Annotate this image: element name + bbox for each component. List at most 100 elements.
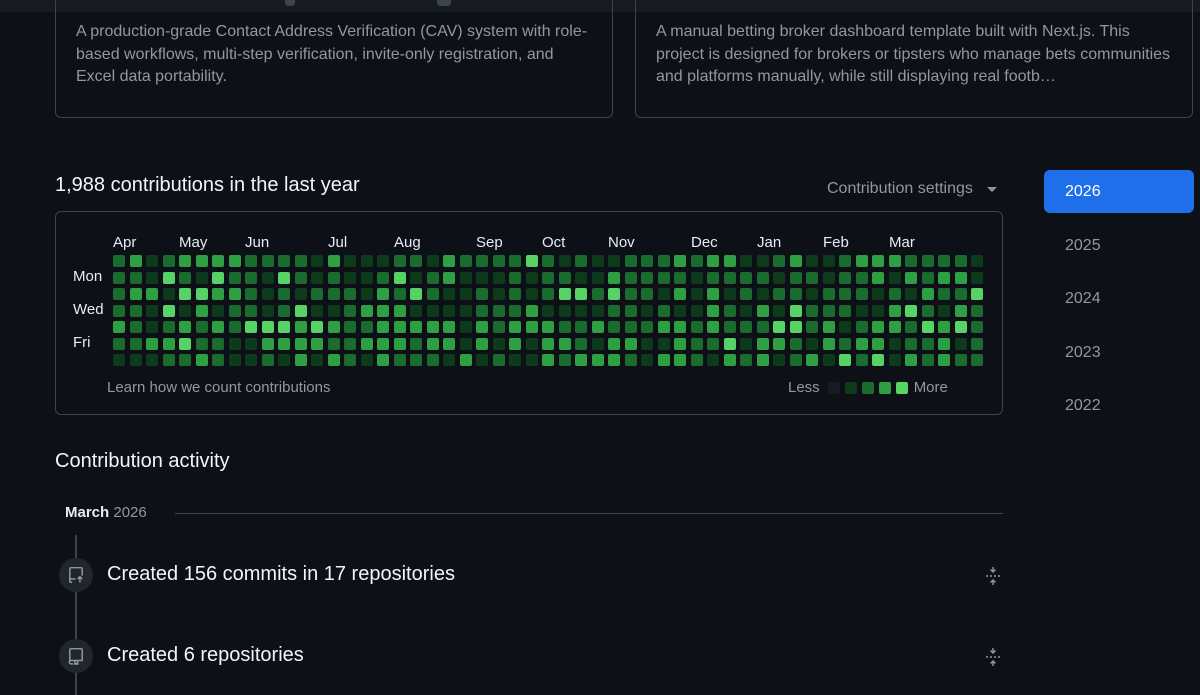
contribution-day-cell[interactable] — [525, 337, 538, 350]
contribution-day-cell[interactable] — [921, 255, 934, 267]
contribution-day-cell[interactable] — [558, 288, 571, 300]
contribution-day-cell[interactable] — [938, 288, 950, 300]
unfold-icon[interactable] — [984, 565, 1002, 587]
contribution-day-cell[interactable] — [410, 354, 422, 366]
contribution-day-cell[interactable] — [888, 288, 901, 300]
contribution-day-cell[interactable] — [789, 288, 802, 300]
contribution-day-cell[interactable] — [245, 321, 257, 333]
contribution-day-cell[interactable] — [773, 321, 785, 333]
contribution-day-cell[interactable] — [855, 304, 868, 317]
contribution-day-cell[interactable] — [410, 288, 422, 300]
contribution-day-cell[interactable] — [591, 271, 604, 284]
contribution-day-cell[interactable] — [459, 354, 472, 366]
contribution-day-cell[interactable] — [740, 354, 752, 366]
contribution-day-cell[interactable] — [921, 271, 934, 284]
contribution-day-cell[interactable] — [575, 255, 587, 267]
contribution-day-cell[interactable] — [261, 288, 274, 300]
contribution-day-cell[interactable] — [855, 288, 868, 300]
contribution-day-cell[interactable] — [938, 321, 950, 333]
contribution-day-cell[interactable] — [129, 354, 142, 366]
contribution-day-cell[interactable] — [657, 255, 670, 267]
contribution-day-cell[interactable] — [245, 255, 257, 267]
contribution-day-cell[interactable] — [971, 337, 983, 350]
contribution-day-cell[interactable] — [261, 304, 274, 317]
contribution-day-cell[interactable] — [971, 255, 983, 267]
contribution-day-cell[interactable] — [261, 337, 274, 350]
year-2024-link[interactable]: 2024 — [1065, 290, 1101, 307]
contribution-day-cell[interactable] — [360, 304, 373, 317]
contribution-day-cell[interactable] — [393, 321, 406, 333]
contribution-day-cell[interactable] — [624, 337, 637, 350]
year-2023-link[interactable]: 2023 — [1065, 343, 1101, 361]
contribution-day-cell[interactable] — [179, 354, 191, 366]
contribution-day-cell[interactable] — [509, 304, 521, 317]
contribution-day-cell[interactable] — [740, 288, 752, 300]
contribution-day-cell[interactable] — [113, 354, 125, 366]
contribution-day-cell[interactable] — [674, 255, 686, 267]
contribution-day-cell[interactable] — [426, 255, 439, 267]
contribution-day-cell[interactable] — [377, 255, 389, 267]
contribution-day-cell[interactable] — [971, 288, 983, 300]
contribution-day-cell[interactable] — [179, 288, 191, 300]
contribution-day-cell[interactable] — [261, 255, 274, 267]
contribution-day-cell[interactable] — [327, 321, 340, 333]
contribution-day-cell[interactable] — [740, 321, 752, 333]
contribution-day-cell[interactable] — [905, 255, 917, 267]
contribution-day-cell[interactable] — [558, 337, 571, 350]
contribution-day-cell[interactable] — [921, 354, 934, 366]
contribution-day-cell[interactable] — [542, 337, 554, 350]
contribution-day-cell[interactable] — [542, 288, 554, 300]
contribution-day-cell[interactable] — [806, 255, 818, 267]
contribution-day-cell[interactable] — [789, 271, 802, 284]
contribution-day-cell[interactable] — [443, 337, 455, 350]
contribution-day-cell[interactable] — [872, 354, 884, 366]
contribution-day-cell[interactable] — [492, 255, 505, 267]
contribution-day-cell[interactable] — [888, 321, 901, 333]
contribution-day-cell[interactable] — [294, 304, 307, 317]
contribution-day-cell[interactable] — [162, 255, 175, 267]
contribution-day-cell[interactable] — [888, 255, 901, 267]
contribution-day-cell[interactable] — [921, 304, 934, 317]
contribution-day-cell[interactable] — [641, 304, 653, 317]
contribution-settings-dropdown[interactable]: Contribution settings — [827, 180, 997, 198]
contribution-day-cell[interactable] — [393, 337, 406, 350]
contribution-day-cell[interactable] — [360, 255, 373, 267]
contribution-day-cell[interactable] — [113, 321, 125, 333]
contribution-day-cell[interactable] — [624, 288, 637, 300]
contribution-day-cell[interactable] — [641, 288, 653, 300]
contribution-day-cell[interactable] — [509, 321, 521, 333]
contribution-day-cell[interactable] — [294, 337, 307, 350]
contribution-day-cell[interactable] — [872, 337, 884, 350]
contribution-day-cell[interactable] — [261, 271, 274, 284]
unfold-icon[interactable] — [984, 646, 1002, 668]
contribution-day-cell[interactable] — [789, 255, 802, 267]
contribution-day-cell[interactable] — [129, 255, 142, 267]
contribution-day-cell[interactable] — [113, 255, 125, 267]
contribution-day-cell[interactable] — [311, 321, 323, 333]
contribution-day-cell[interactable] — [344, 255, 356, 267]
contribution-day-cell[interactable] — [707, 255, 719, 267]
contribution-day-cell[interactable] — [459, 255, 472, 267]
contribution-day-cell[interactable] — [393, 304, 406, 317]
contribution-day-cell[interactable] — [657, 304, 670, 317]
contribution-day-cell[interactable] — [113, 288, 125, 300]
contribution-day-cell[interactable] — [756, 354, 769, 366]
contribution-day-cell[interactable] — [690, 255, 703, 267]
contribution-day-cell[interactable] — [575, 288, 587, 300]
contribution-day-cell[interactable] — [344, 321, 356, 333]
contribution-day-cell[interactable] — [657, 337, 670, 350]
contribution-day-cell[interactable] — [426, 304, 439, 317]
contribution-day-cell[interactable] — [459, 288, 472, 300]
contribution-day-cell[interactable] — [839, 321, 851, 333]
contribution-day-cell[interactable] — [311, 337, 323, 350]
contribution-day-cell[interactable] — [195, 304, 208, 317]
contribution-day-cell[interactable] — [905, 337, 917, 350]
contribution-day-cell[interactable] — [740, 304, 752, 317]
contribution-day-cell[interactable] — [806, 304, 818, 317]
contribution-day-cell[interactable] — [228, 354, 241, 366]
contribution-day-cell[interactable] — [674, 271, 686, 284]
contribution-day-cell[interactable] — [773, 255, 785, 267]
contribution-day-cell[interactable] — [723, 271, 736, 284]
contribution-day-cell[interactable] — [806, 288, 818, 300]
contribution-day-cell[interactable] — [690, 354, 703, 366]
